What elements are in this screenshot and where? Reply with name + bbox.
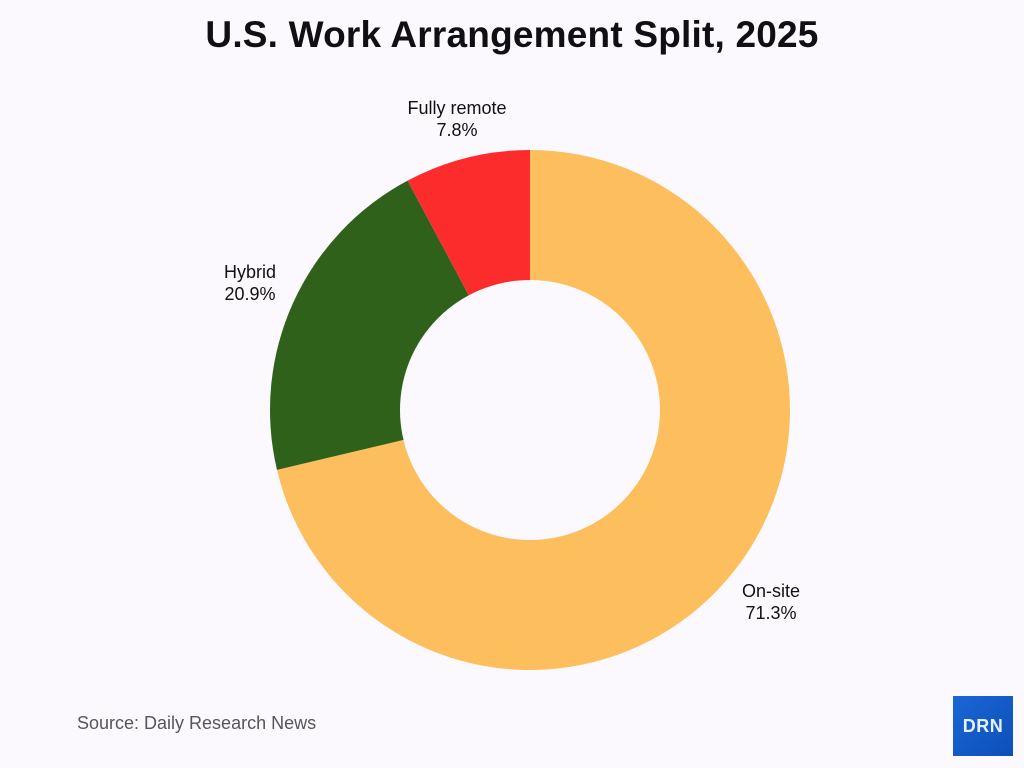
drn-logo: DRN bbox=[953, 696, 1013, 756]
donut-hole bbox=[400, 280, 660, 540]
label-onsite-name: On-site bbox=[741, 581, 801, 601]
label-hybrid: Hybrid 20.9% bbox=[190, 261, 310, 305]
label-fully-remote-value: 7.8% bbox=[436, 120, 478, 140]
label-hybrid-name: Hybrid bbox=[223, 262, 276, 282]
chart-title: U.S. Work Arrangement Split, 2025 bbox=[205, 14, 819, 55]
label-fully-remote: Fully remote 7.8% bbox=[377, 97, 537, 141]
label-onsite-value: 71.3% bbox=[745, 603, 797, 623]
label-hybrid-value: 20.9% bbox=[224, 284, 276, 304]
label-onsite: On-site 71.3% bbox=[711, 580, 831, 624]
label-fully-remote-name: Fully remote bbox=[407, 98, 507, 118]
source-note: Source: Daily Research News bbox=[77, 713, 317, 733]
